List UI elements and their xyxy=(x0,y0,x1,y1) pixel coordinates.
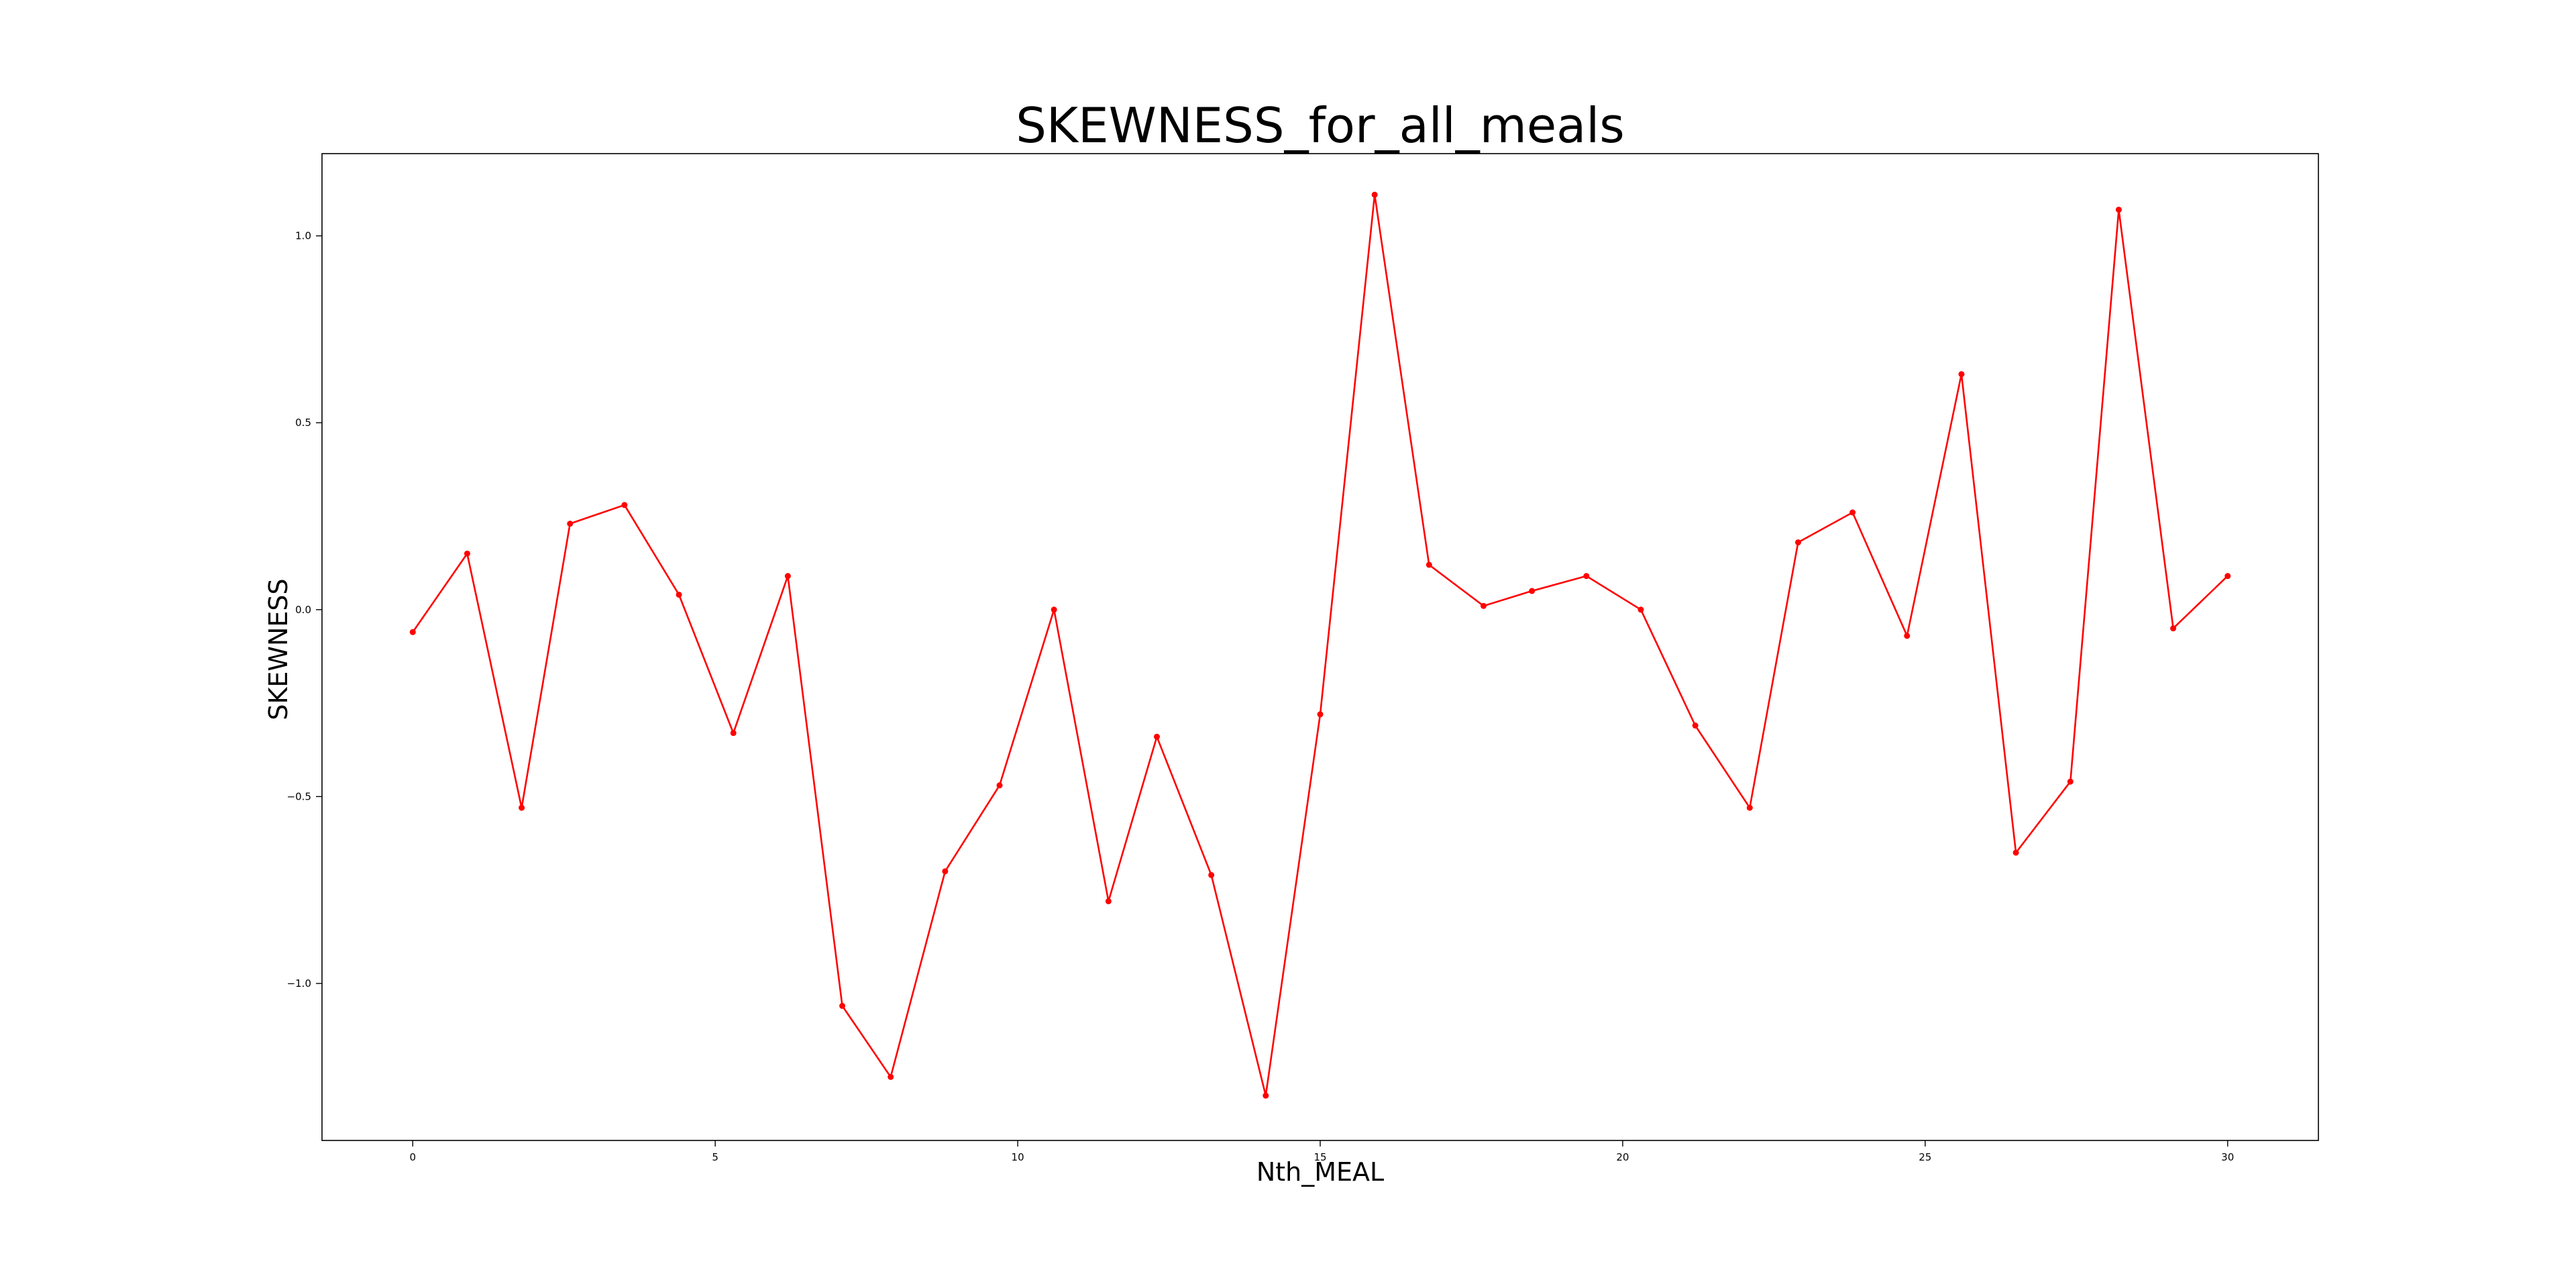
data-point xyxy=(1208,871,1215,878)
data-point xyxy=(2067,778,2074,785)
plot-area: 0 5 10 15 20 25 30 1.0 0.5 0.0 −0.5 −1.0 xyxy=(287,153,2319,1163)
data-point xyxy=(730,730,737,737)
data-point xyxy=(519,804,525,811)
data-point xyxy=(1263,1092,1269,1099)
y-axis-label: SKEWNESS xyxy=(264,578,293,720)
data-point xyxy=(1480,602,1487,609)
x-tick-label: 5 xyxy=(712,1151,718,1163)
x-tick-label: 20 xyxy=(1616,1151,1629,1163)
y-tick-label: −1.0 xyxy=(287,977,311,990)
data-point xyxy=(888,1073,894,1080)
data-point xyxy=(1371,191,1378,198)
data-point xyxy=(1051,606,1057,613)
data-point xyxy=(1529,588,1536,594)
chart-title: SKEWNESS_for_all_meals xyxy=(1016,97,1625,154)
data-point xyxy=(1317,711,1324,718)
data-point xyxy=(464,550,470,557)
y-tick-label: 0.0 xyxy=(295,604,311,616)
data-point xyxy=(942,868,949,875)
data-point xyxy=(409,629,416,635)
x-tick-label: 25 xyxy=(1919,1151,1931,1163)
data-point xyxy=(996,782,1003,789)
data-point xyxy=(2012,849,2019,856)
data-point xyxy=(1904,633,1911,639)
data-point xyxy=(1154,733,1161,740)
data-point xyxy=(1692,723,1699,729)
data-point xyxy=(1849,509,1856,516)
data-point xyxy=(676,591,682,598)
data-point xyxy=(1426,562,1432,568)
x-tick-label: 15 xyxy=(1313,1151,1326,1163)
y-tick-label: 0.5 xyxy=(295,417,311,429)
data-point xyxy=(839,1002,846,1009)
data-point xyxy=(621,502,628,509)
y-tick-label: −0.5 xyxy=(287,790,311,802)
data-point xyxy=(1746,804,1753,811)
data-point xyxy=(1638,606,1644,613)
data-point xyxy=(567,521,574,527)
data-point xyxy=(1794,539,1801,545)
x-tick-label: 10 xyxy=(1012,1151,1024,1163)
data-point xyxy=(2224,573,2231,580)
y-tick-label: 1.0 xyxy=(295,230,311,242)
data-point xyxy=(784,573,791,580)
x-tick-label: 0 xyxy=(409,1151,416,1163)
x-axis-label: Nth_MEAL xyxy=(1256,1157,1384,1187)
data-point xyxy=(1105,898,1112,904)
x-tick-label: 30 xyxy=(2221,1151,2234,1163)
data-point xyxy=(2115,207,2122,213)
data-point xyxy=(2170,625,2177,632)
data-point xyxy=(1958,371,1965,378)
data-point xyxy=(1583,573,1590,580)
